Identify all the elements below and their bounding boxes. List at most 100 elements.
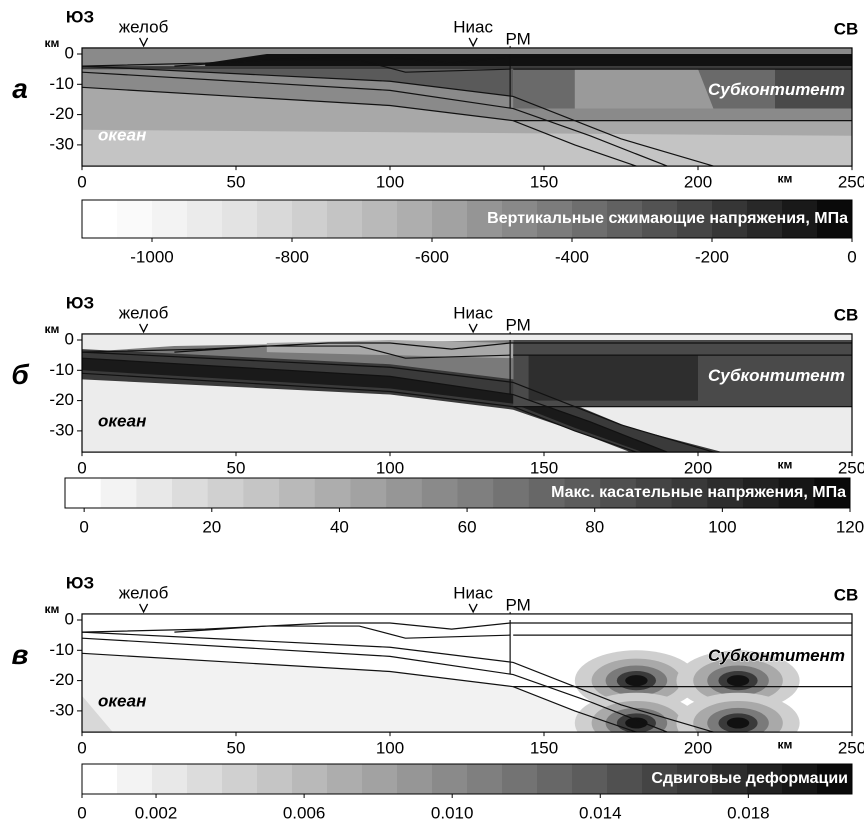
colorbar-tick-label: 0.006: [283, 803, 326, 822]
colorbar-step: [537, 200, 573, 238]
plot-frame: [81, 47, 853, 167]
colorbar-tick-label: 0.002: [135, 803, 178, 822]
field-zone: [726, 717, 750, 729]
colorbar-step: [432, 200, 468, 238]
panel-label: а: [12, 73, 28, 104]
colorbar-step: [187, 200, 223, 238]
y-tick-label: -10: [49, 640, 74, 659]
colorbar-tick-label: 0.014: [579, 803, 622, 822]
y-tick-label: 0: [65, 329, 74, 348]
x-tick-label: 150: [530, 173, 558, 192]
colorbar-tick-label: 0: [79, 517, 88, 536]
marker-label: желоб: [119, 17, 169, 36]
marker-arrow: [468, 37, 478, 48]
colorbar-step: [642, 200, 678, 238]
marker-arrow: [468, 603, 478, 614]
colorbar-step: [222, 764, 258, 794]
structure-line: [81, 65, 714, 167]
structure-line: [81, 357, 668, 453]
field-zone: [82, 66, 514, 97]
colorbar-step: [600, 478, 637, 508]
colorbar-step: [671, 478, 708, 508]
panel: [52, 613, 864, 773]
y-tick-label: -30: [49, 134, 74, 153]
y-tick-label: 0: [65, 43, 74, 62]
colorbar-step: [279, 478, 316, 508]
right-label: СВ: [834, 305, 859, 324]
x-tick-label: 100: [376, 459, 404, 478]
structure-line: [81, 622, 511, 633]
x-tick-label: 250: [838, 173, 864, 192]
x-tick-label: 0: [77, 739, 86, 758]
colorbar-step: [292, 764, 328, 794]
colorbar-title: Вертикальные сжимающие напряжения, МПа: [487, 210, 848, 227]
colorbar-step: [502, 764, 538, 794]
structure-line: [174, 345, 511, 359]
colorbar-step: [778, 478, 815, 508]
panel-label: в: [12, 639, 29, 670]
colorbar-step: [327, 200, 363, 238]
colorbar-step: [493, 478, 530, 508]
colorbar-step: [100, 478, 137, 508]
colorbar-step: [82, 200, 118, 238]
field-zone: [726, 675, 750, 687]
y-tick-label: 0: [65, 609, 74, 628]
marker-label: РМ: [505, 595, 530, 614]
marker-label: РМ: [505, 315, 530, 334]
y-tick-label: -10: [49, 74, 74, 93]
annotation: Субконтитент: [708, 80, 845, 99]
field-zone: [82, 358, 668, 453]
colorbar-step: [814, 478, 851, 508]
x-tick-label: 100: [376, 739, 404, 758]
x-unit: км: [778, 737, 793, 751]
structure-line: [174, 625, 511, 639]
marker-arrow: [468, 323, 478, 334]
field-zone: [82, 129, 852, 167]
colorbar-tick-label: 120: [836, 517, 864, 536]
colorbar-step: [528, 478, 566, 508]
colorbar-step: [817, 200, 853, 238]
colorbar-step: [362, 200, 398, 238]
colorbar-tick-label: 60: [458, 517, 477, 536]
colorbar-step: [677, 764, 713, 794]
colorbar-step: [386, 478, 423, 508]
x-unit: км: [778, 171, 793, 185]
field-zone: [528, 355, 698, 401]
colorbar-step: [292, 200, 328, 238]
colorbar-tick-label: 40: [330, 517, 349, 536]
y-tick-label: -20: [49, 390, 74, 409]
annotation: океан: [98, 691, 146, 710]
colorbar-step: [207, 478, 244, 508]
plot-frame: [81, 613, 853, 733]
colorbar-step: [257, 200, 293, 238]
x-tick-label: 150: [530, 459, 558, 478]
colorbar-frame: [81, 199, 853, 239]
right-label: СВ: [834, 19, 859, 38]
field-zone: [82, 695, 113, 733]
colorbar-step: [564, 478, 601, 508]
colorbar-step: [607, 764, 643, 794]
field-zone: [775, 69, 852, 109]
field-zone: [266, 340, 514, 359]
colorbar-step: [782, 764, 818, 794]
colorbar-step: [467, 200, 503, 238]
marker-arrow: [139, 37, 149, 48]
colorbar-step: [817, 764, 853, 794]
colorbar-frame: [81, 763, 853, 795]
field-zone: [82, 653, 637, 733]
left-label: ЮЗ: [66, 573, 94, 592]
colorbar-tick-label: -400: [555, 247, 589, 266]
structure-line: [81, 71, 668, 167]
colorbar-tick-label: 0: [77, 803, 86, 822]
right-label: СВ: [834, 585, 859, 604]
x-tick-label: 200: [684, 173, 712, 192]
colorbar-step: [136, 478, 173, 508]
y-unit: км: [45, 602, 60, 616]
y-unit: км: [45, 36, 60, 50]
colorbar-step: [467, 764, 503, 794]
annotation: Субконтитент: [708, 366, 845, 385]
panel-label: б: [11, 359, 29, 390]
colorbar-tick-label: -1000: [130, 247, 173, 266]
x-tick-label: 200: [684, 739, 712, 758]
